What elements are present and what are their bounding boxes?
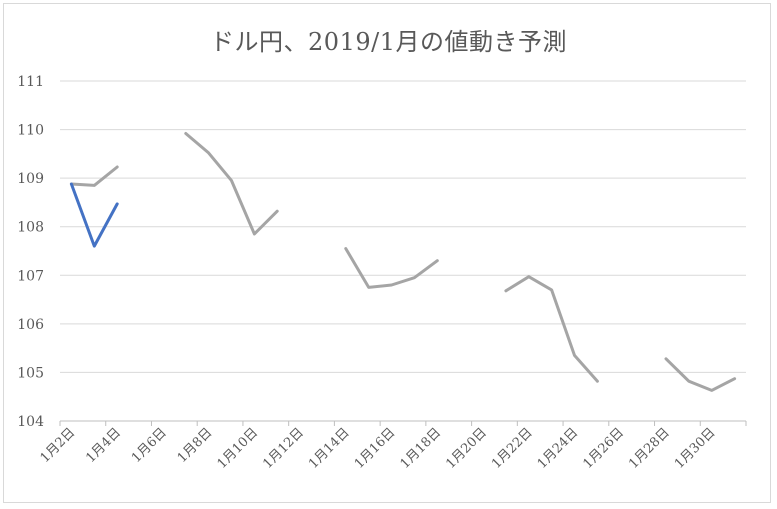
- x-tick-label: 1月28日: [626, 425, 673, 472]
- x-tick-label: 1月2日: [38, 425, 79, 466]
- x-tick-label: 1月4日: [83, 425, 124, 466]
- x-tick-label: 1月12日: [260, 425, 307, 472]
- series-line-segment: [184, 132, 279, 236]
- series-line-segment: [664, 357, 737, 392]
- series-line-segment: [69, 182, 119, 248]
- x-tick-label: 1月22日: [489, 425, 536, 472]
- y-tick-label: 108: [17, 220, 44, 236]
- y-tick-label: 104: [17, 414, 44, 430]
- x-tick-label: 1月14日: [306, 425, 353, 472]
- x-tick-label: 1月10日: [215, 425, 262, 472]
- y-tick-label: 110: [17, 123, 44, 139]
- x-tick-label: 1月8日: [175, 425, 216, 466]
- y-tick-label: 106: [17, 317, 44, 333]
- y-tick-label: 107: [17, 268, 44, 284]
- gridlines: [60, 80, 746, 422]
- y-tick-label: 109: [17, 171, 44, 187]
- series-lines: [69, 132, 737, 392]
- x-tick-label: 1月6日: [129, 425, 170, 466]
- x-tick-label: 1月18日: [398, 425, 445, 472]
- x-tick-label: 1月30日: [672, 425, 719, 472]
- y-tick-label: 105: [17, 365, 44, 381]
- x-axis: [59, 420, 747, 426]
- chart-title: ドル円、2019/1月の値動き予測: [210, 28, 567, 56]
- x-tick-label: 1月26日: [581, 425, 628, 472]
- x-axis-ticks: 1月2日 1月4日 1月6日 1月8日 1月10日 1月12日 1月14日 1月16日 1月18…: [38, 425, 719, 472]
- y-axis-ticks: 104 105 106 107 108 109 110 111: [17, 74, 44, 430]
- x-tick-label: 1月20日: [443, 425, 490, 472]
- y-tick-label: 111: [17, 74, 44, 90]
- series-line-segment: [504, 275, 599, 383]
- series-line-segment: [344, 247, 439, 289]
- x-tick-label: 1月16日: [352, 425, 399, 472]
- chart-frame: [3, 3, 771, 503]
- x-tick-label: 1月24日: [535, 425, 582, 472]
- series-line-segment: [69, 165, 119, 187]
